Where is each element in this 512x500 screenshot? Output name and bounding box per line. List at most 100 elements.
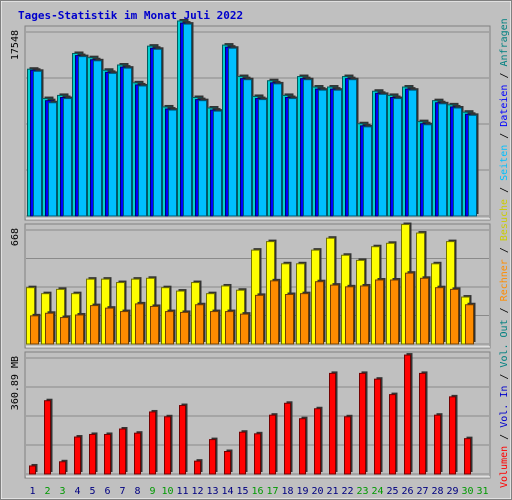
day-label-4: 4 xyxy=(74,486,80,497)
day-label-5: 5 xyxy=(89,486,95,497)
day-label-27: 27 xyxy=(416,486,428,497)
bar-seiten-day-14 xyxy=(228,47,237,217)
chart-title: Tages-Statistik im Monat Juli 2022 xyxy=(18,9,243,22)
bar-volumen-day-7 xyxy=(119,428,126,475)
bar-volumen-day-5 xyxy=(89,433,96,475)
legend-part: Dateien xyxy=(499,85,510,127)
bar-seiten-day-26 xyxy=(408,89,417,217)
bar-rechner-day-6 xyxy=(105,307,114,345)
panel-3: 360.89 MB xyxy=(10,351,491,479)
legend-part: / xyxy=(499,66,510,84)
bar-rechner-day-12 xyxy=(195,304,204,345)
bar-rechner-day-7 xyxy=(120,311,129,345)
bar-rechner-day-9 xyxy=(150,305,159,345)
bar-seiten-day-8 xyxy=(138,85,147,217)
day-label-6: 6 xyxy=(104,486,110,497)
bar-rechner-day-22 xyxy=(345,286,354,345)
legend-part: Anfragen xyxy=(499,18,510,66)
panel-2: 668 xyxy=(10,222,491,349)
bar-seiten-day-28 xyxy=(438,103,447,217)
day-label-18: 18 xyxy=(281,486,293,497)
bar-rechner-day-10 xyxy=(165,311,174,345)
legend-part: Seiten xyxy=(499,145,510,181)
panel-max-label: 668 xyxy=(10,228,21,246)
day-label-12: 12 xyxy=(191,486,203,497)
day-label-2: 2 xyxy=(44,486,50,497)
bar-volumen-day-6 xyxy=(104,433,111,475)
bar-rechner-day-3 xyxy=(60,317,69,345)
bar-volumen-day-22 xyxy=(344,416,351,475)
day-label-24: 24 xyxy=(371,486,383,497)
bar-rechner-day-19 xyxy=(300,293,309,345)
bar-rechner-day-20 xyxy=(315,281,324,345)
day-label-3: 3 xyxy=(59,486,65,497)
bar-rechner-day-2 xyxy=(45,312,54,345)
bar-volumen-day-9 xyxy=(149,411,156,475)
legend-part: / xyxy=(499,301,510,319)
bar-volumen-day-28 xyxy=(434,414,441,475)
bar-volumen-day-15 xyxy=(239,431,246,475)
right-axis-legend: Volumen / Vol. In / Vol. Out / Rechner /… xyxy=(499,18,510,488)
bar-volumen-day-23 xyxy=(359,372,366,475)
bar-rechner-day-13 xyxy=(210,311,219,345)
day-label-7: 7 xyxy=(119,486,125,497)
bar-seiten-day-1 xyxy=(33,70,42,217)
bar-rechner-day-28 xyxy=(435,287,444,345)
day-label-8: 8 xyxy=(134,486,140,497)
bar-rechner-day-29 xyxy=(450,288,459,345)
bar-seiten-day-2 xyxy=(48,102,57,217)
day-label-16: 16 xyxy=(251,486,263,497)
chart-panels: 17548 668 360.89 MB xyxy=(10,18,491,479)
bar-volumen-day-11 xyxy=(179,405,186,475)
day-label-30: 30 xyxy=(461,486,473,497)
bar-seiten-day-17 xyxy=(273,83,282,217)
bar-volumen-day-25 xyxy=(389,394,396,475)
day-label-25: 25 xyxy=(386,486,398,497)
legend-part: Vol. Out xyxy=(499,319,510,367)
legend-part: / xyxy=(499,241,510,259)
bar-seiten-day-24 xyxy=(378,93,387,217)
bar-volumen-day-14 xyxy=(224,451,231,475)
day-label-15: 15 xyxy=(236,486,248,497)
bar-volumen-day-30 xyxy=(464,438,471,475)
bar-volumen-day-19 xyxy=(299,418,306,475)
bar-volumen-day-27 xyxy=(419,372,426,475)
bar-volumen-day-12 xyxy=(194,460,201,475)
bar-rechner-day-30 xyxy=(465,304,474,345)
day-label-13: 13 xyxy=(206,486,218,497)
day-label-23: 23 xyxy=(356,486,368,497)
bar-rechner-day-14 xyxy=(225,311,234,345)
day-label-1: 1 xyxy=(29,486,35,497)
panel-max-label: 360.89 MB xyxy=(10,356,21,410)
bar-seiten-day-13 xyxy=(213,110,222,217)
bar-volumen-day-4 xyxy=(74,436,81,475)
bar-volumen-day-16 xyxy=(254,433,261,475)
bar-seiten-day-29 xyxy=(453,107,462,217)
panel-max-label: 17548 xyxy=(10,30,21,60)
bar-volumen-day-18 xyxy=(284,402,291,475)
bar-rechner-day-5 xyxy=(90,305,99,345)
legend-part: / xyxy=(499,127,510,145)
bar-rechner-day-15 xyxy=(240,313,249,345)
bar-seiten-day-18 xyxy=(288,98,297,217)
bar-rechner-day-23 xyxy=(360,285,369,345)
bar-seiten-day-6 xyxy=(108,72,117,217)
day-label-9: 9 xyxy=(149,486,155,497)
day-label-11: 11 xyxy=(176,486,188,497)
bar-rechner-day-25 xyxy=(390,279,399,345)
bar-rechner-day-21 xyxy=(330,284,339,345)
bar-seiten-day-12 xyxy=(198,100,207,217)
legend-part: / xyxy=(499,181,510,199)
bar-seiten-day-23 xyxy=(363,126,372,217)
day-labels: 1 2 3 4 5 6 7 8 9 10 11 12 13 14 15 16 17 18 19 20 21 22 23 24 2… xyxy=(29,486,488,497)
day-label-19: 19 xyxy=(296,486,308,497)
bar-volumen-day-26 xyxy=(404,354,411,475)
bar-rechner-day-26 xyxy=(405,272,414,345)
bar-rechner-day-11 xyxy=(180,311,189,345)
bar-seiten-day-21 xyxy=(333,89,342,217)
bar-rechner-day-4 xyxy=(75,314,84,345)
day-label-29: 29 xyxy=(446,486,458,497)
bar-rechner-day-17 xyxy=(270,280,279,345)
bar-seiten-day-16 xyxy=(258,99,267,217)
